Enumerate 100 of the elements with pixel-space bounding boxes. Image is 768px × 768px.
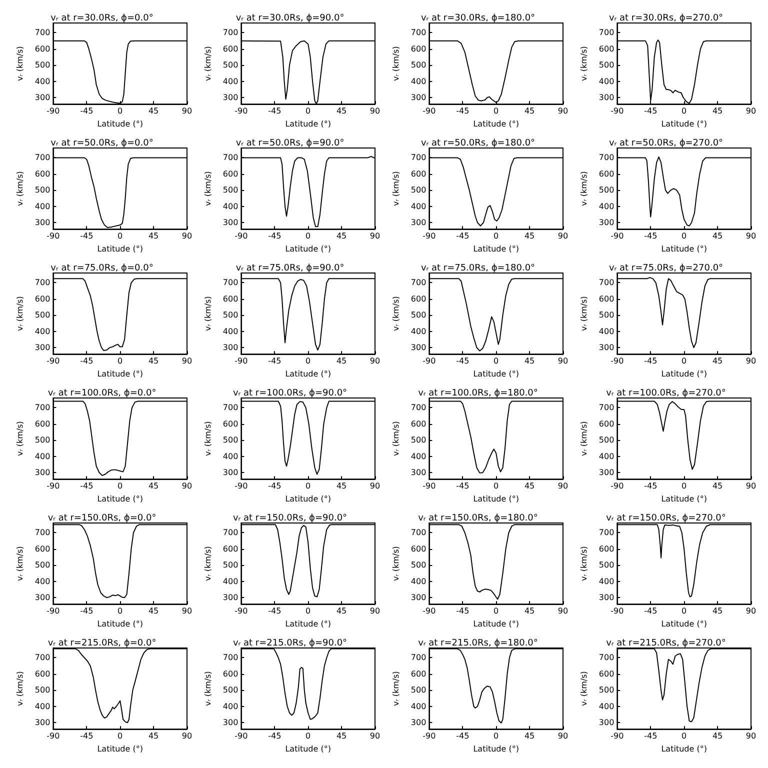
y-axis-title: vᵣ (km/s) — [580, 546, 588, 581]
x-axis-title: Latitude (°) — [661, 244, 707, 254]
chart-title: vᵣ at r=30.0Rs, ϕ=0.0° — [50, 14, 154, 24]
x-tick-label: 45 — [712, 356, 723, 366]
y-tick-label: 500 — [410, 686, 426, 695]
y-axis-title: vᵣ (km/s) — [16, 296, 24, 331]
line-series — [240, 400, 376, 475]
x-tick-label: 90 — [558, 732, 568, 741]
x-axis-title: Latitude (°) — [97, 370, 143, 378]
x-tick-label: -90 — [46, 232, 60, 241]
y-tick-label: 600 — [598, 44, 614, 54]
y-tick-label: 600 — [410, 44, 426, 54]
y-tick-label: 500 — [410, 310, 426, 320]
chart-title: vᵣ at r=150.0Rs, ϕ=0.0° — [48, 514, 156, 524]
chart-title: vᵣ at r=75.0Rs, ϕ=270.0° — [608, 264, 724, 274]
x-tick-label: 90 — [558, 232, 568, 241]
x-tick-label: 0 — [306, 232, 311, 241]
x-tick-label: -45 — [456, 606, 470, 616]
x-tick-label: 0 — [118, 606, 123, 616]
y-tick-label: 400 — [410, 702, 426, 711]
x-tick-label: -45 — [268, 482, 282, 491]
x-tick-label: 45 — [712, 732, 723, 741]
x-tick-label: 90 — [558, 356, 568, 366]
chart-title: vᵣ at r=75.0Rs, ϕ=180.0° — [420, 264, 536, 274]
y-tick-label: 300 — [598, 218, 614, 228]
x-tick-label: -90 — [422, 356, 436, 366]
y-tick-label: 300 — [598, 468, 614, 478]
y-tick-label: 400 — [34, 452, 50, 461]
x-tick-label: 90 — [182, 356, 192, 366]
x-tick-label: -45 — [268, 732, 282, 741]
y-tick-label: 400 — [222, 202, 238, 211]
x-tick-label: -45 — [80, 732, 94, 741]
x-tick-label: -45 — [80, 232, 94, 241]
x-tick-label: 0 — [306, 606, 311, 616]
y-tick-label: 300 — [410, 593, 426, 602]
y-axis-title: vᵣ (km/s) — [392, 171, 400, 206]
x-tick-label: -45 — [80, 106, 94, 116]
y-tick-label: 700 — [34, 153, 50, 162]
x-axis-title: Latitude (°) — [661, 494, 707, 504]
y-tick-label: 300 — [410, 718, 426, 728]
chart-title: vᵣ at r=100.0Rs, ϕ=270.0° — [606, 388, 726, 398]
y-tick-label: 400 — [222, 702, 238, 711]
chart-title: vᵣ at r=100.0Rs, ϕ=180.0° — [418, 388, 538, 398]
y-tick-label: 500 — [410, 436, 426, 445]
x-tick-label: 45 — [148, 232, 159, 241]
y-tick-label: 500 — [410, 560, 426, 570]
y-tick-label: 600 — [598, 669, 614, 678]
y-tick-label: 400 — [410, 576, 426, 586]
x-tick-label: -45 — [456, 356, 470, 366]
y-tick-label: 300 — [222, 343, 238, 352]
y-tick-label: 700 — [410, 153, 426, 162]
y-tick-label: 300 — [34, 718, 50, 728]
y-tick-label: 600 — [410, 169, 426, 178]
x-tick-label: 0 — [306, 732, 311, 741]
x-tick-label: 45 — [524, 732, 535, 741]
x-tick-label: 0 — [494, 106, 499, 116]
x-tick-label: -90 — [610, 356, 624, 366]
y-tick-label: 400 — [598, 326, 614, 336]
y-tick-label: 500 — [34, 60, 50, 70]
x-tick-label: 0 — [494, 732, 499, 741]
x-tick-label: -45 — [268, 356, 282, 366]
y-axis-title: vᵣ (km/s) — [392, 671, 400, 706]
x-tick-label: -45 — [644, 106, 658, 116]
x-tick-label: 90 — [182, 482, 192, 491]
y-tick-label: 500 — [410, 60, 426, 70]
x-tick-label: 45 — [524, 482, 535, 491]
y-tick-label: 400 — [410, 326, 426, 336]
chart-title: vᵣ at r=100.0Rs, ϕ=0.0° — [48, 388, 156, 398]
y-tick-label: 700 — [598, 653, 614, 662]
x-tick-label: 0 — [494, 482, 499, 491]
x-tick-label: -90 — [610, 606, 624, 616]
y-tick-label: 300 — [222, 468, 238, 478]
x-tick-label: 90 — [182, 232, 192, 241]
chart-title: vᵣ at r=150.0Rs, ϕ=90.0° — [232, 514, 348, 524]
x-tick-label: -90 — [46, 732, 60, 741]
x-tick-label: 45 — [336, 732, 347, 741]
y-tick-label: 500 — [598, 436, 614, 445]
x-tick-label: -90 — [46, 606, 60, 616]
y-tick-label: 300 — [410, 343, 426, 352]
y-tick-label: 500 — [222, 186, 238, 195]
x-tick-label: 0 — [682, 232, 687, 241]
y-tick-label: 500 — [222, 686, 238, 695]
y-tick-label: 400 — [410, 202, 426, 211]
y-tick-label: 300 — [34, 468, 50, 478]
chart-title: vᵣ at r=215.0Rs, ϕ=180.0° — [418, 638, 538, 648]
y-tick-label: 300 — [34, 593, 50, 602]
y-axis-title: vᵣ (km/s) — [204, 46, 212, 81]
x-axis-title: Latitude (°) — [661, 744, 707, 754]
x-tick-label: 0 — [682, 106, 687, 116]
x-tick-label: -45 — [80, 356, 94, 366]
y-tick-label: 500 — [34, 686, 50, 695]
y-tick-label: 700 — [598, 278, 614, 288]
x-axis-title: Latitude (°) — [661, 370, 707, 378]
y-tick-label: 300 — [410, 218, 426, 228]
y-axis-title: vᵣ (km/s) — [392, 46, 400, 81]
x-tick-label: -90 — [234, 356, 248, 366]
y-tick-label: 700 — [410, 278, 426, 288]
x-axis-title: Latitude (°) — [473, 120, 519, 128]
x-tick-label: -90 — [234, 732, 248, 741]
x-tick-label: -90 — [610, 732, 624, 741]
